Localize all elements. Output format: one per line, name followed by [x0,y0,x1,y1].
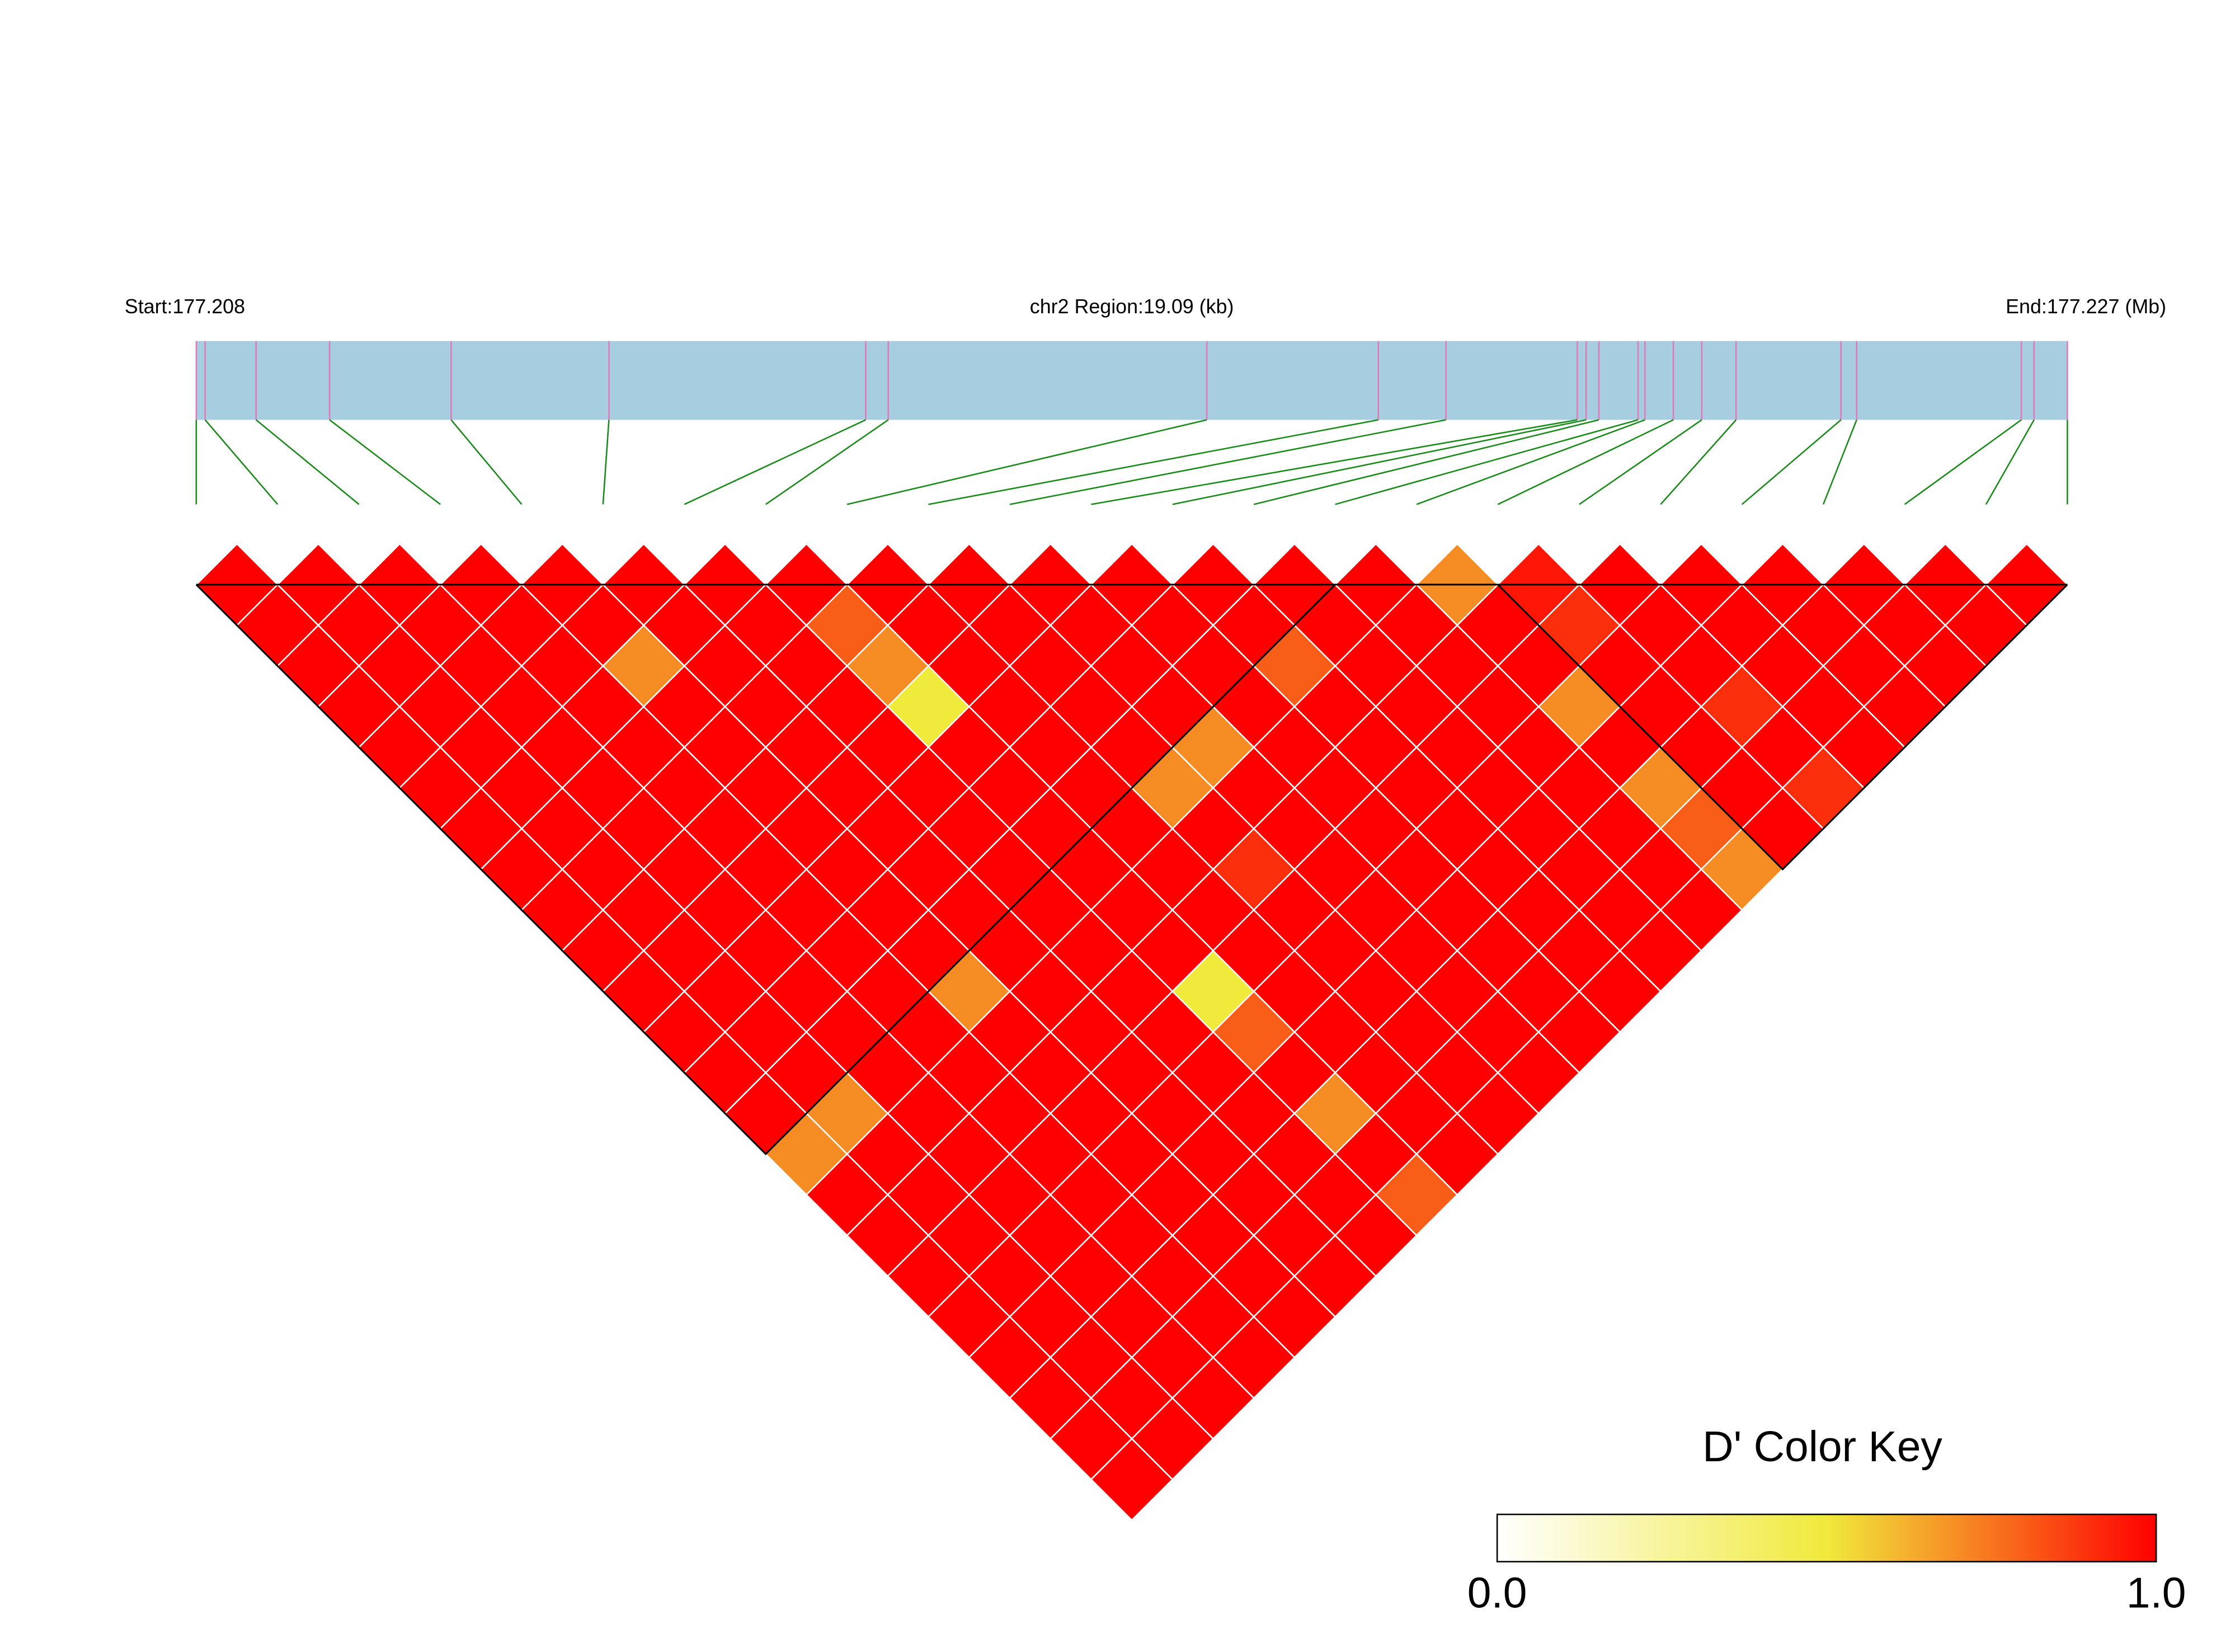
snp-connector [329,419,441,505]
snp-connector [1253,419,1599,505]
snp-connector [928,419,1378,505]
snp-connector [684,419,866,505]
end-label: End:177.227 (Mb) [2006,295,2166,318]
snp-connector [846,419,1207,505]
snp-connector [1172,419,1587,505]
snp-connector [1660,419,1737,505]
snp-connector [765,419,889,505]
snp-connector [1091,419,1578,505]
snp-connector [1904,419,2022,505]
snp-connector [1009,419,1446,505]
color-key-tick-label: 1.0 [2126,1569,2186,1617]
snp-connector [1985,419,2035,505]
snp-connector [1741,419,1842,505]
start-label: Start:177.208 [125,295,245,318]
region-label: chr2 Region:19.09 (kb) [1030,295,1234,318]
haplotype-block [195,583,1336,1156]
snp-connector [1335,419,1639,505]
snp-connector [204,419,279,505]
snp-connector [1416,419,1645,505]
snp-connector [1822,420,1857,505]
snp-connector [255,419,360,505]
snp-connector [450,419,523,505]
color-key-title: D' Color Key [1702,1423,1942,1471]
color-key-bar [1496,1513,2157,1562]
haplotype-block [1497,583,2068,871]
snp-connector [1579,419,1702,505]
snp-connector [602,420,610,505]
region-bar [196,341,2068,420]
color-key-tick-label: 0.0 [1467,1569,1527,1617]
snp-connector [1497,419,1674,505]
